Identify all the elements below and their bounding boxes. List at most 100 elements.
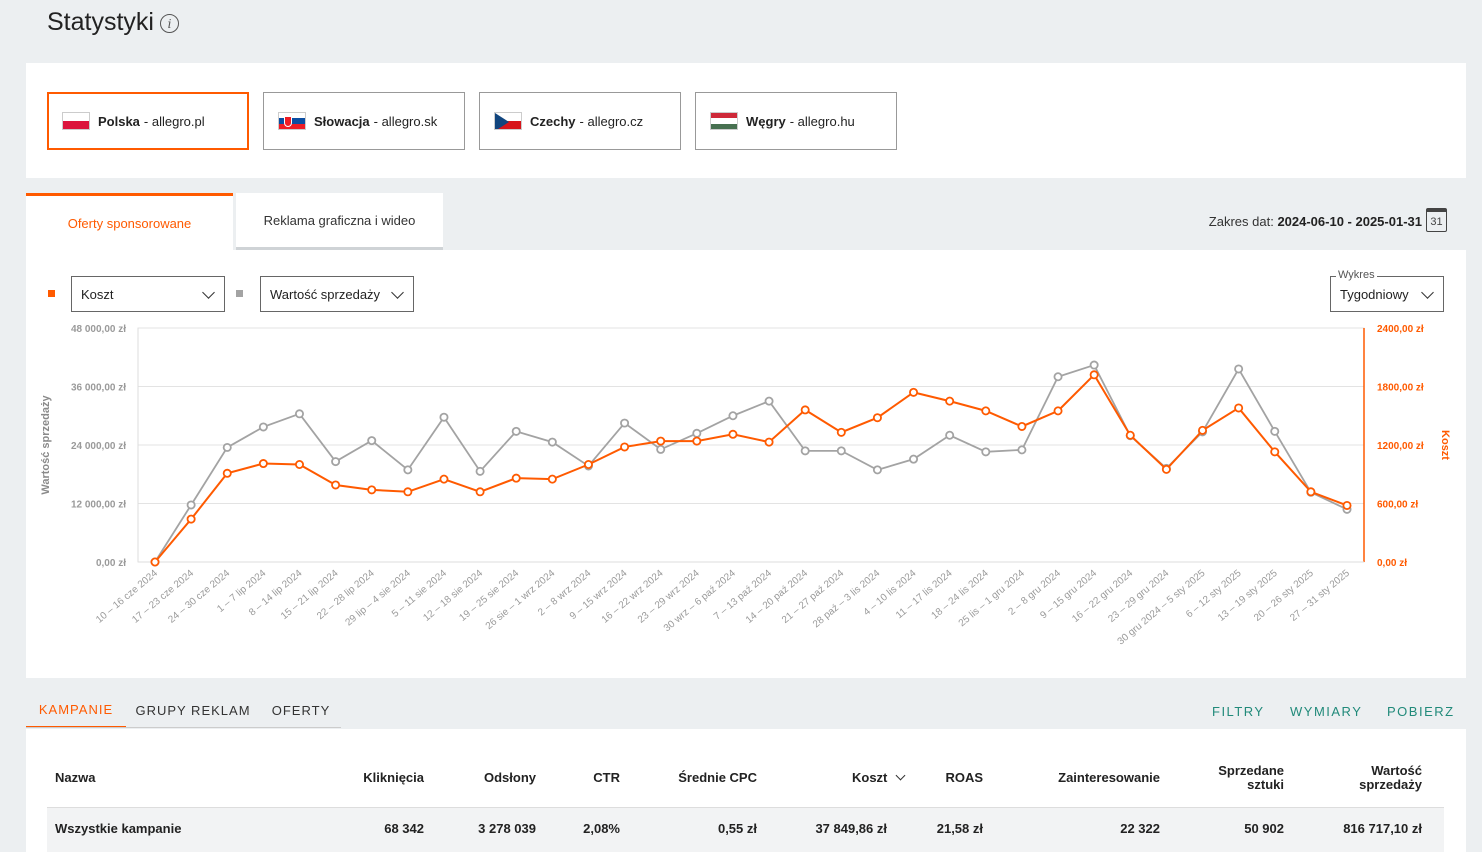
- cell-units: 50 902: [1244, 821, 1284, 836]
- filters-link[interactable]: FILTRY: [1212, 704, 1265, 719]
- x-tick-label: 10 – 16 cze 2024: [94, 568, 160, 626]
- cost-point: [1053, 406, 1063, 416]
- x-tick-label: 25 lis – 1 gru 2024: [957, 568, 1027, 630]
- x-tick-label: 23 – 29 wrz 2024: [636, 568, 702, 626]
- column-header-roas[interactable]: ROAS: [945, 770, 983, 785]
- cost-point: [547, 474, 557, 484]
- cost-point: [1234, 403, 1244, 413]
- sales-value-point: [728, 411, 738, 421]
- date-range: Zakres dat: 2024-06-10 - 2025-01-31: [1209, 214, 1422, 229]
- slovakia-flag-icon: [278, 112, 306, 130]
- cost-point: [692, 436, 702, 446]
- tab-campaigns[interactable]: KAMPANIE: [26, 692, 126, 728]
- date-range-label: Zakres dat:: [1208, 214, 1278, 229]
- market-card-czechia[interactable]: Czechy - allegro.cz: [479, 92, 681, 150]
- column-header-sales-value[interactable]: Wartość sprzedaży: [1322, 764, 1422, 792]
- series-line-cost: [154, 373, 1348, 563]
- line-chart: 0,00 zł 12 000,00 zł 24 000,00 zł 36 000,00…: [40, 324, 1451, 647]
- cell-impressions: 3 278 039: [478, 821, 536, 836]
- x-tick-label: 26 sie – 1 wrz 2024: [484, 568, 558, 632]
- metric-right-select[interactable]: Wartość sprzedaży: [260, 276, 414, 312]
- download-link[interactable]: POBIERZ: [1387, 704, 1455, 719]
- left-tick-label: 12 000,00 zł: [71, 500, 126, 511]
- right-tick-label: 1800,00 zł: [1377, 383, 1424, 394]
- market-country: Polska: [98, 113, 140, 129]
- table-tabs: KAMPANIE GRUPY REKLAM OFERTY FILTRY WYMI…: [26, 692, 1466, 728]
- cost-point: [981, 406, 991, 416]
- legend-cost-square: [48, 290, 55, 297]
- tab-display-video-ads[interactable]: Reklama graficzna i wideo: [236, 193, 443, 250]
- cost-point: [909, 387, 919, 397]
- column-header-value-line2: sprzedaży: [1359, 777, 1422, 792]
- column-header-interest[interactable]: Zainteresowanie: [1058, 770, 1160, 785]
- sales-value-point: [511, 426, 521, 436]
- table-row-total[interactable]: [47, 808, 1444, 852]
- column-header-units-line1: Sprzedane: [1218, 763, 1284, 778]
- column-header-impressions[interactable]: Odsłony: [483, 770, 536, 785]
- right-tick-label: 1200,00 zł: [1377, 441, 1424, 452]
- sales-value-point: [800, 446, 810, 456]
- cost-point: [1161, 464, 1171, 474]
- column-header-units[interactable]: Sprzedane sztuki: [1184, 764, 1284, 792]
- market-card-slovakia[interactable]: Słowacja - allegro.sk: [263, 92, 465, 150]
- legend-sales-square: [236, 290, 243, 297]
- cost-point: [258, 459, 268, 469]
- chart-mode-label: Wykres: [1336, 269, 1377, 281]
- x-tick-label: 21 – 27 paź 2024: [780, 568, 847, 626]
- tab-sponsored-offers[interactable]: Oferty sponsorowane: [26, 193, 233, 250]
- market-card-hungary[interactable]: Węgry - allegro.hu: [695, 92, 897, 150]
- calendar-icon[interactable]: 31: [1426, 208, 1447, 232]
- column-header-value-line1: Wartość: [1371, 763, 1422, 778]
- cost-point: [1125, 430, 1135, 440]
- sales-value-point: [945, 430, 955, 440]
- sales-value-point: [258, 422, 268, 432]
- sales-value-point: [1017, 445, 1027, 455]
- dimensions-link[interactable]: WYMIARY: [1290, 704, 1363, 719]
- page-title: Statystyki i: [47, 8, 179, 37]
- tab-offers[interactable]: OFERTY: [271, 702, 331, 718]
- czechia-flag-icon: [494, 112, 522, 130]
- sales-value-point: [186, 500, 196, 510]
- left-axis-title: Wartość sprzedaży: [40, 395, 52, 495]
- market-card-poland[interactable]: Polska - allegro.pl: [47, 92, 249, 150]
- sales-value-point: [656, 444, 666, 454]
- x-tick-label: 16 – 22 wrz 2024: [600, 568, 666, 626]
- sales-value-point: [475, 466, 485, 476]
- chart-panel: Koszt Wartość sprzedaży Tygodniowy 0,00 …: [26, 250, 1466, 678]
- sales-value-point: [981, 447, 991, 457]
- market-domain: - allegro.pl: [143, 113, 205, 129]
- market-domain: - allegro.hu: [789, 113, 855, 129]
- cost-point: [150, 557, 160, 567]
- sales-value-point: [294, 409, 304, 419]
- column-header-cost[interactable]: Koszt: [852, 771, 906, 785]
- metric-left-value: Koszt: [81, 286, 114, 302]
- cost-point: [1198, 425, 1208, 435]
- metric-right-value: Wartość sprzedaży: [270, 286, 381, 302]
- x-tick-label: 17 – 23 cze 2024: [130, 568, 196, 626]
- column-header-name[interactable]: Nazwa: [55, 770, 96, 785]
- right-axis-title: Koszt: [1439, 430, 1451, 460]
- column-header-cpc[interactable]: Średnie CPC: [678, 770, 757, 785]
- cost-point: [367, 485, 377, 495]
- sales-value-point: [1270, 426, 1280, 436]
- market-country: Słowacja: [314, 113, 370, 129]
- sales-value-point: [1234, 364, 1244, 374]
- metric-left-select[interactable]: Koszt: [71, 276, 225, 312]
- info-icon[interactable]: i: [159, 14, 179, 33]
- cost-point: [872, 413, 882, 423]
- poland-flag-icon: [62, 112, 90, 130]
- x-tick-label: 28 paź – 3 lis 2024: [811, 568, 883, 631]
- tab-ad-groups[interactable]: GRUPY REKLAM: [135, 702, 251, 718]
- sales-value-point: [909, 454, 919, 464]
- column-header-ctr[interactable]: CTR: [593, 770, 620, 785]
- cost-point: [403, 487, 413, 497]
- hungary-flag-icon: [710, 112, 738, 130]
- column-header-clicks[interactable]: Kliknięcia: [363, 770, 424, 785]
- chart-mode-select[interactable]: Tygodniowy: [1330, 276, 1444, 312]
- right-tick-label: 2400,00 zł: [1377, 324, 1424, 335]
- market-country: Czechy: [530, 113, 576, 129]
- sales-value-point: [692, 428, 702, 438]
- cost-point: [186, 514, 196, 524]
- cost-point: [620, 442, 630, 452]
- market-domain: - allegro.cz: [579, 113, 644, 129]
